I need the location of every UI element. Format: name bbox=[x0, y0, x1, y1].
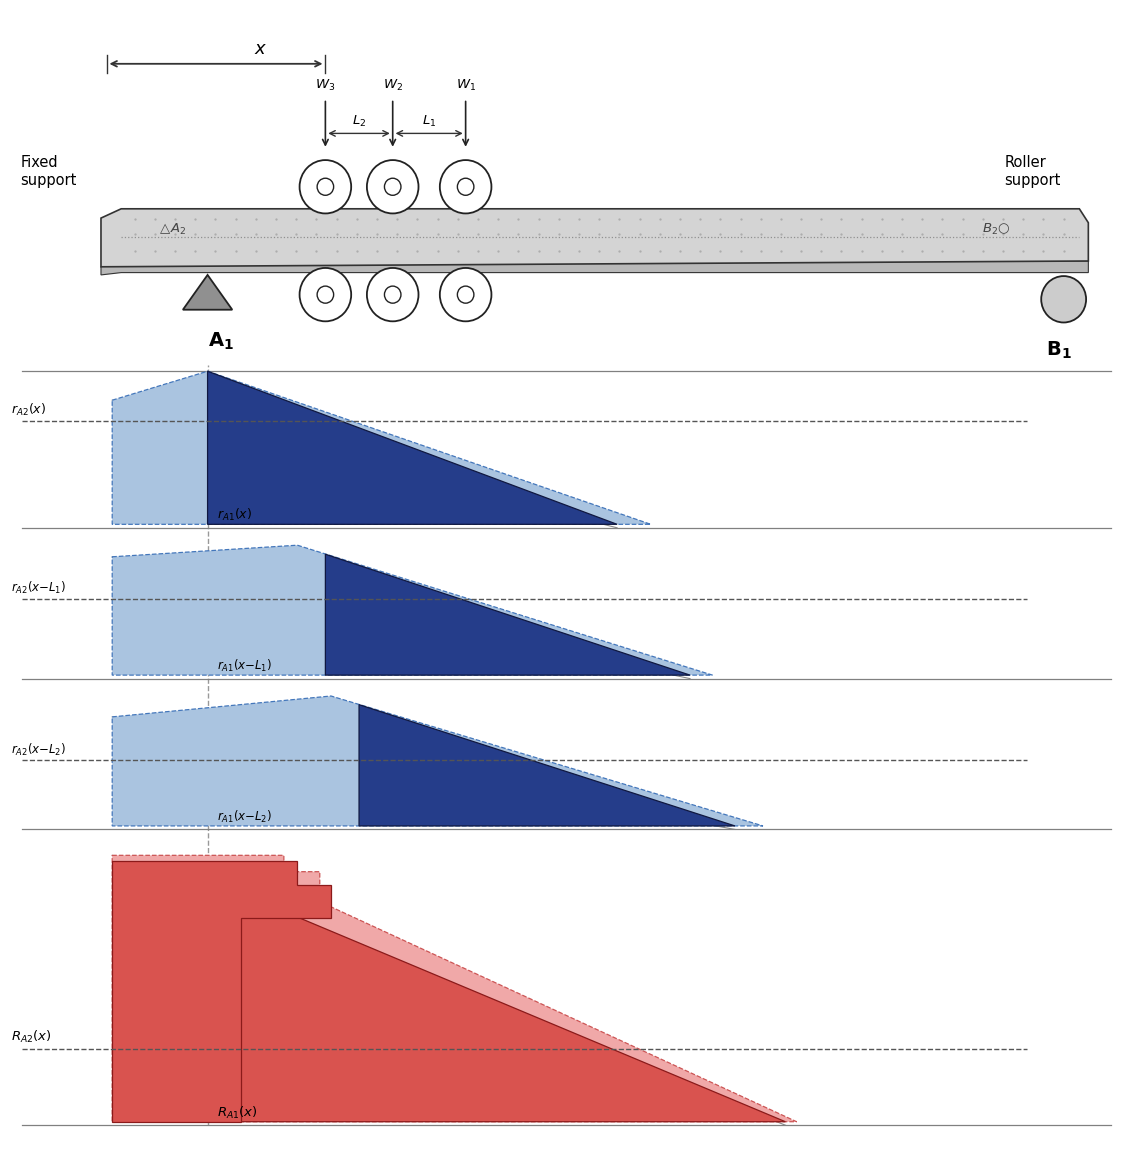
Text: $r_{A1}(x{-}L_2)$: $r_{A1}(x{-}L_2)$ bbox=[217, 809, 272, 825]
Polygon shape bbox=[112, 545, 712, 675]
Text: $r_{A2}(x{-}L_2)$: $r_{A2}(x{-}L_2)$ bbox=[11, 741, 66, 757]
Text: $\mathbf{B_1}$: $\mathbf{B_1}$ bbox=[1047, 340, 1072, 361]
Polygon shape bbox=[101, 261, 1088, 275]
Circle shape bbox=[300, 160, 351, 213]
Polygon shape bbox=[183, 275, 232, 310]
Text: $\triangle\!A_2$: $\triangle\!A_2$ bbox=[157, 222, 186, 237]
Text: $L_1$: $L_1$ bbox=[422, 114, 436, 129]
Text: $r_{A2}(x{-}L_1)$: $r_{A2}(x{-}L_1)$ bbox=[11, 580, 66, 596]
Polygon shape bbox=[241, 893, 785, 1122]
Circle shape bbox=[367, 268, 419, 321]
Text: $R_{A1}(x)$: $R_{A1}(x)$ bbox=[217, 1104, 257, 1121]
Polygon shape bbox=[112, 855, 797, 1122]
Text: $x$: $x$ bbox=[255, 39, 267, 58]
Polygon shape bbox=[112, 861, 331, 1122]
Text: $\mathbf{A_1}$: $\mathbf{A_1}$ bbox=[208, 331, 234, 351]
Text: Roller
support: Roller support bbox=[1004, 155, 1060, 188]
Circle shape bbox=[458, 179, 473, 195]
Text: $W_3$: $W_3$ bbox=[315, 78, 335, 93]
Circle shape bbox=[318, 287, 333, 303]
Circle shape bbox=[458, 287, 473, 303]
Text: Fixed
support: Fixed support bbox=[20, 155, 76, 188]
Text: $R_{A2}(x)$: $R_{A2}(x)$ bbox=[11, 1029, 52, 1045]
Text: $r_{A2}(x)$: $r_{A2}(x)$ bbox=[11, 401, 46, 418]
Circle shape bbox=[318, 179, 333, 195]
Polygon shape bbox=[359, 704, 735, 826]
Circle shape bbox=[385, 179, 401, 195]
Text: $L_2$: $L_2$ bbox=[352, 114, 366, 129]
Circle shape bbox=[300, 268, 351, 321]
Text: $B_2\!\bigcirc$: $B_2\!\bigcirc$ bbox=[982, 222, 1011, 237]
Polygon shape bbox=[325, 554, 690, 675]
Text: $W_2$: $W_2$ bbox=[383, 78, 403, 93]
Text: $r_{A1}(x)$: $r_{A1}(x)$ bbox=[217, 507, 251, 523]
Text: $r_{A1}(x{-}L_1)$: $r_{A1}(x{-}L_1)$ bbox=[217, 658, 272, 674]
Circle shape bbox=[367, 160, 419, 213]
Circle shape bbox=[440, 160, 491, 213]
Polygon shape bbox=[112, 371, 651, 524]
Circle shape bbox=[1041, 276, 1086, 322]
Polygon shape bbox=[112, 696, 763, 826]
Text: $W_1$: $W_1$ bbox=[456, 78, 476, 93]
Polygon shape bbox=[101, 209, 1088, 267]
Polygon shape bbox=[208, 371, 617, 524]
Circle shape bbox=[385, 287, 401, 303]
Circle shape bbox=[440, 268, 491, 321]
